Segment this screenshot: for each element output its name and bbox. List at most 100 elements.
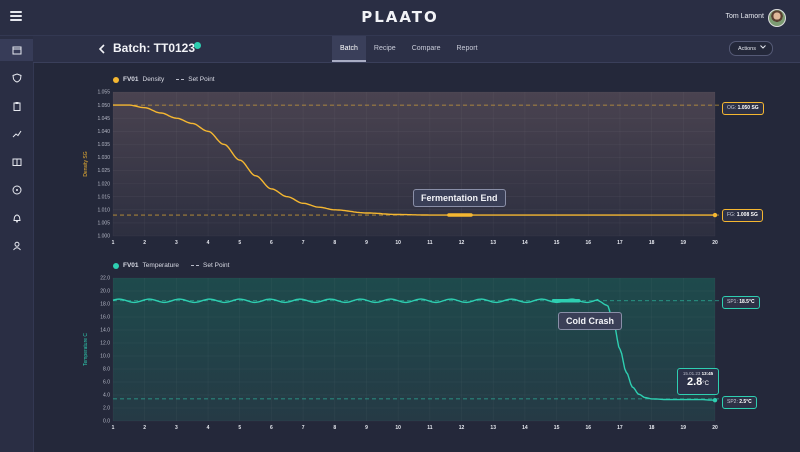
temperature-x-tick: 10 <box>395 425 401 431</box>
temperature-y-tick: 6.0 <box>103 380 110 386</box>
chevron-down-icon <box>760 42 766 55</box>
tab-report[interactable]: Report <box>456 45 478 52</box>
density-x-tick: 20 <box>712 240 718 246</box>
temperature-x-tick: 20 <box>712 425 718 431</box>
tab-compare[interactable]: Compare <box>411 45 441 52</box>
temperature-plot-area <box>113 278 715 421</box>
hamburger-icon[interactable] <box>10 11 22 21</box>
density-y-tick: 1.055 <box>97 90 110 96</box>
density-y-tick: 1.040 <box>97 129 110 135</box>
temperature-x-tick: 2 <box>143 425 146 431</box>
density-x-tick: 5 <box>238 240 241 246</box>
temperature-x-tick: 8 <box>333 425 336 431</box>
tab-recipe[interactable]: Recipe <box>373 45 396 52</box>
fermentation-end-callout[interactable]: Fermentation End <box>413 189 506 207</box>
clipboard-icon <box>13 102 20 111</box>
temperature-x-tick: 1 <box>112 425 115 431</box>
density-x-tick: 18 <box>649 240 655 246</box>
user-icon <box>12 241 21 251</box>
temperature-y-tick: 18.0 <box>100 302 110 308</box>
temperature-x-tick: 12 <box>459 425 465 431</box>
density-legend-series: Density <box>142 76 165 83</box>
temperature-chart: 0.0 2.0 4.0 6.0 8.0 10.0 12.0 14.0 16.0 18.0 20.0 2… <box>83 276 723 431</box>
density-plot-area <box>113 92 715 236</box>
density-x-tick: 12 <box>459 240 465 246</box>
tab-bar: Batch Recipe Compare Report <box>332 36 486 62</box>
sidebar-item-calendar[interactable] <box>0 39 33 61</box>
temperature-y-tick: 22.0 <box>100 276 110 282</box>
temperature-legend-swatch <box>113 262 119 269</box>
sidebar-item-shield[interactable] <box>0 67 33 89</box>
density-y-tick: 1.030 <box>97 155 110 161</box>
user-name[interactable]: Tom Lamont <box>725 13 764 20</box>
temperature-x-tick: 4 <box>207 425 210 431</box>
sp2-tag-value: 2.5°C <box>739 399 752 405</box>
sp2-tag: SP2: 2.5°C <box>722 396 757 409</box>
avatar[interactable] <box>768 9 786 27</box>
density-legend-swatch <box>113 76 119 83</box>
setpoint-dash-swatch <box>176 79 185 80</box>
density-y-tick: 1.050 <box>97 103 110 109</box>
temperature-legend: FV01 Temperature Set Point <box>113 262 229 269</box>
density-y-tick: 1.015 <box>97 194 110 200</box>
temperature-x-tick: 9 <box>365 425 368 431</box>
density-x-tick: 6 <box>270 240 273 246</box>
shield-icon <box>11 73 22 83</box>
temperature-y-tick: 0.0 <box>103 419 110 425</box>
density-chart: 1.000 1.005 1.010 1.015 1.020 1.025 1.030 1.035… <box>83 90 723 246</box>
sp1-tag: SP1: 18.5°C <box>722 296 760 309</box>
density-x-tick: 17 <box>617 240 623 246</box>
app-logo: PLAATO <box>361 8 439 26</box>
batch-header: Batch: TT0123 Batch Recipe Compare Repor… <box>33 36 800 63</box>
density-y-tick: 1.000 <box>97 234 110 240</box>
help-circle-icon <box>12 185 21 195</box>
density-x-tick: 7 <box>302 240 305 246</box>
setpoint-dash-swatch <box>191 265 200 266</box>
check-circle-icon <box>194 42 201 49</box>
temperature-x-tick: 6 <box>270 425 273 431</box>
density-x-tick: 15 <box>554 240 560 246</box>
actions-label: Actions <box>737 45 756 52</box>
temperature-x-tick: 18 <box>649 425 655 431</box>
density-x-tick: 2 <box>143 240 146 246</box>
tab-batch[interactable]: Batch <box>332 36 366 62</box>
cold-crash-callout[interactable]: Cold Crash <box>558 312 623 330</box>
fg-tag-value: 1.008 SG <box>736 212 758 218</box>
temperature-x-tick: 11 <box>427 425 433 431</box>
temperature-y-tick: 8.0 <box>103 367 110 373</box>
density-x-tick: 19 <box>681 240 687 246</box>
og-tag-prefix: OG: <box>727 105 737 111</box>
density-x-tick: 9 <box>365 240 368 246</box>
sidebar <box>0 36 34 452</box>
readout-value: 2.8 <box>686 376 703 388</box>
temperature-x-tick: 14 <box>522 425 528 431</box>
og-tag-value: 1.050 SG <box>737 105 759 111</box>
page-title: Batch: TT0123 <box>113 41 196 55</box>
actions-dropdown[interactable]: Actions <box>728 41 773 56</box>
og-tag: OG: 1.050 SG <box>722 102 764 115</box>
density-x-tick: 8 <box>333 240 336 246</box>
temperature-legend-setpoint: Set Point <box>203 262 230 269</box>
sidebar-item-notifications[interactable] <box>0 207 33 229</box>
sidebar-item-help[interactable] <box>0 179 33 201</box>
density-y-tick: 1.045 <box>97 116 110 122</box>
chevron-left-icon[interactable] <box>97 43 107 55</box>
density-y-tick: 1.025 <box>97 168 110 174</box>
sidebar-item-library[interactable] <box>0 151 33 173</box>
temperature-y-tick: 16.0 <box>100 315 110 321</box>
book-icon <box>12 158 21 166</box>
sidebar-item-clipboard[interactable] <box>0 95 33 117</box>
sidebar-item-profile[interactable] <box>0 235 33 257</box>
sp1-tag-prefix: SP1: <box>727 299 738 305</box>
temperature-legend-device: FV01 <box>123 262 139 269</box>
calendar-icon <box>12 46 21 55</box>
density-x-tick: 3 <box>175 240 178 246</box>
temperature-x-tick: 19 <box>681 425 687 431</box>
temperature-end-point <box>712 398 718 403</box>
fg-tag: FG: 1.008 SG <box>722 209 763 222</box>
top-bar: PLAATO Tom Lamont <box>0 0 800 36</box>
line-chart-icon <box>12 130 21 138</box>
temperature-y-tick: 2.0 <box>103 406 110 412</box>
sidebar-item-analytics[interactable] <box>0 123 33 145</box>
fg-tag-prefix: FG: <box>727 212 736 218</box>
